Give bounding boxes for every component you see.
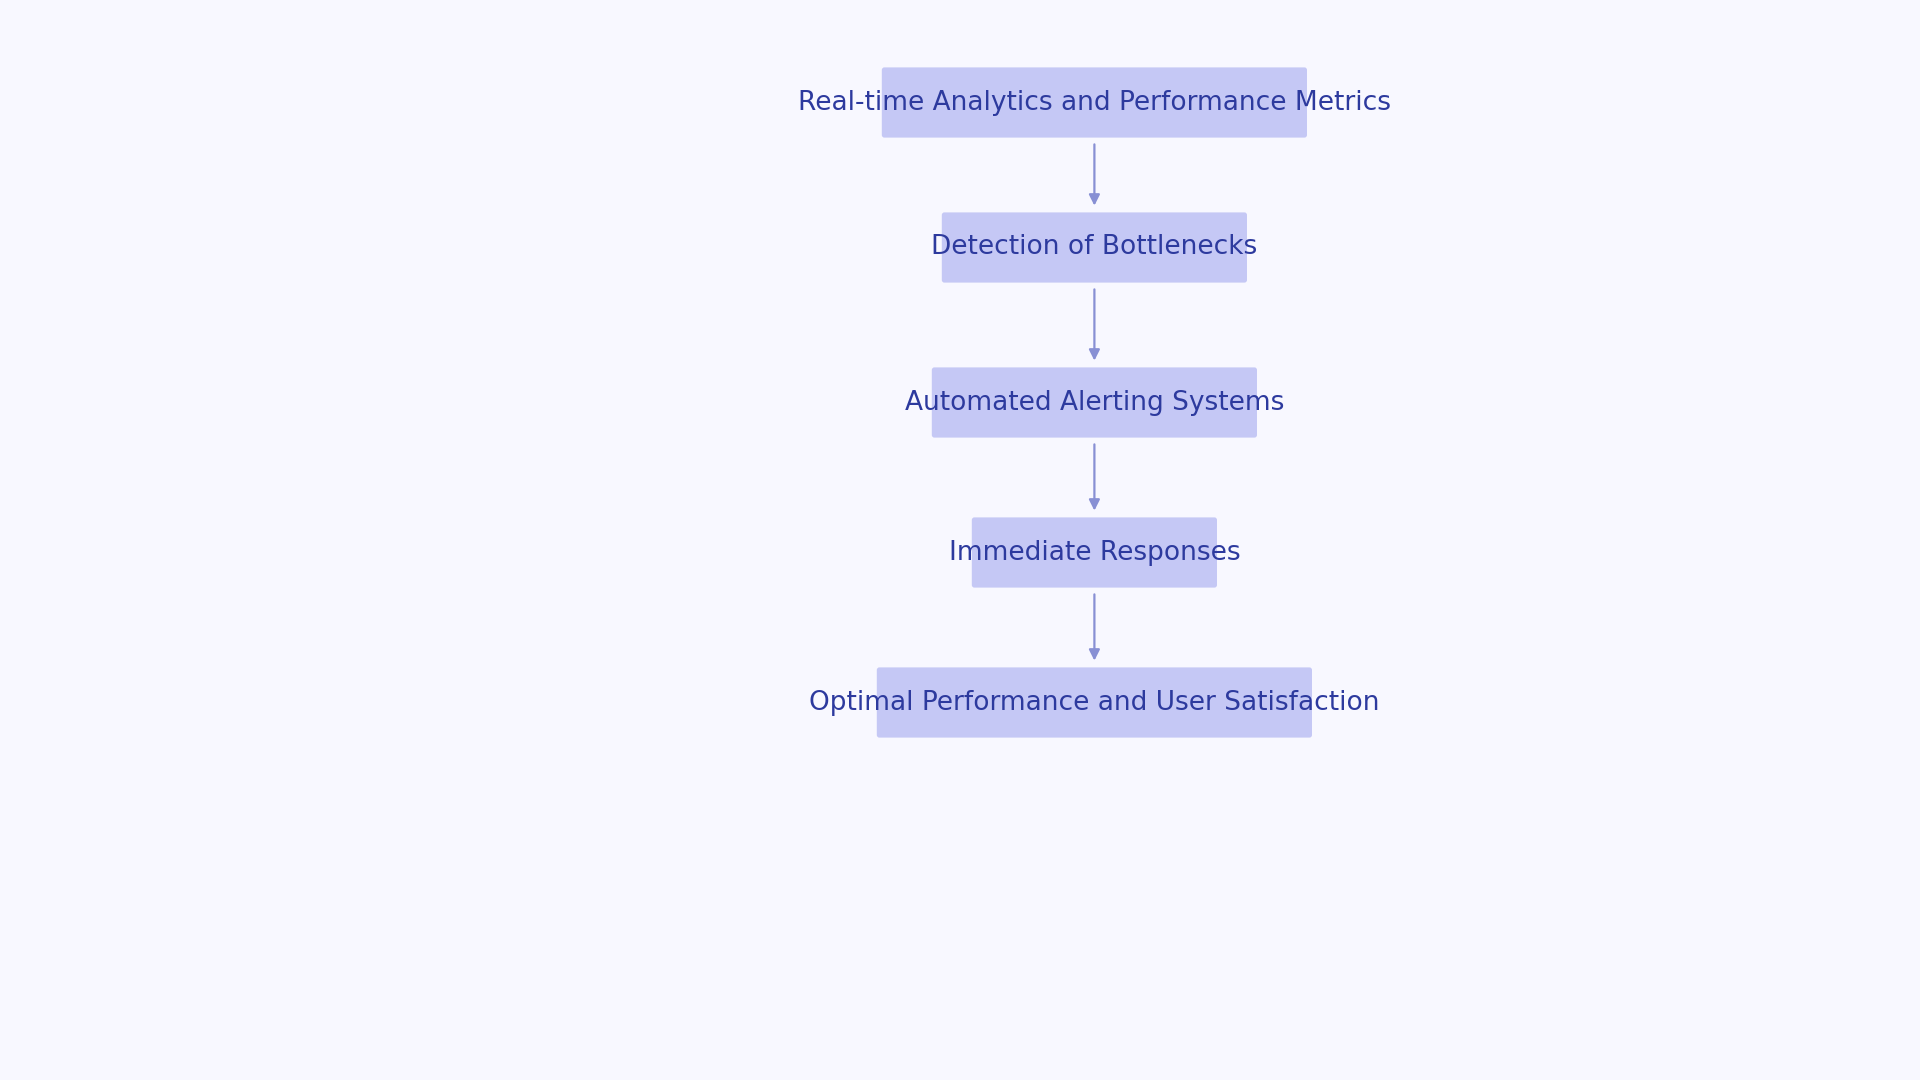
Text: Real-time Analytics and Performance Metrics: Real-time Analytics and Performance Metr…	[799, 90, 1390, 116]
Text: Optimal Performance and User Satisfaction: Optimal Performance and User Satisfactio…	[808, 689, 1380, 715]
FancyBboxPatch shape	[881, 67, 1308, 137]
FancyBboxPatch shape	[972, 517, 1217, 588]
Text: Detection of Bottlenecks: Detection of Bottlenecks	[931, 234, 1258, 260]
Text: Immediate Responses: Immediate Responses	[948, 540, 1240, 566]
FancyBboxPatch shape	[943, 213, 1246, 283]
FancyBboxPatch shape	[931, 367, 1258, 437]
Text: Automated Alerting Systems: Automated Alerting Systems	[904, 390, 1284, 416]
FancyBboxPatch shape	[877, 667, 1311, 738]
